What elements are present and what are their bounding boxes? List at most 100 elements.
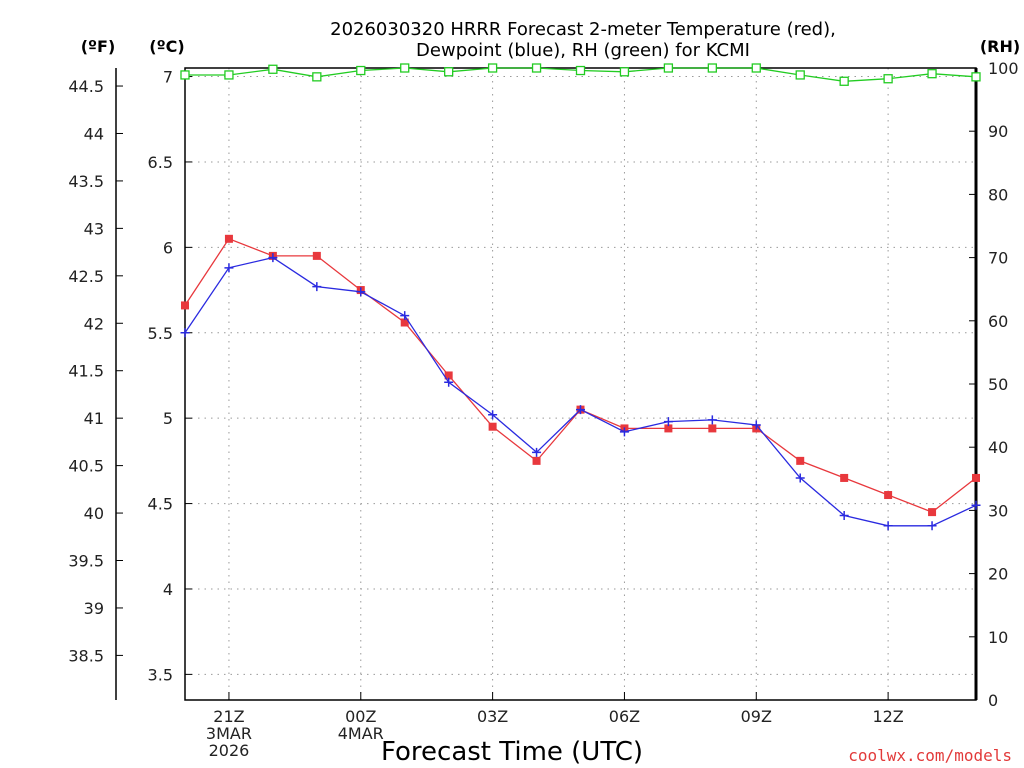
c-tick-label: 3.5 <box>148 665 173 684</box>
temperature-point <box>181 301 189 310</box>
dewpoint-point <box>224 263 234 273</box>
rh-tick-label: 30 <box>988 501 1008 520</box>
temperature-point <box>664 424 673 433</box>
rh-point <box>619 67 630 77</box>
rh-unit-label: (RH) <box>980 37 1020 56</box>
dewpoint-point <box>444 377 454 387</box>
rh-point <box>795 70 805 80</box>
rh-point <box>839 76 849 86</box>
x-tick-label: 06Z <box>609 707 640 726</box>
rh-point <box>444 67 454 77</box>
dewpoint-line <box>184 256 977 527</box>
temperature-point <box>840 473 849 482</box>
rh-tick-label: 20 <box>988 565 1008 584</box>
dewpoint-point <box>488 410 498 420</box>
temperature-series <box>181 234 980 517</box>
dewpoint-point <box>400 311 410 321</box>
dewpoint-point <box>839 511 849 521</box>
dewpoint-point <box>576 405 585 415</box>
f-tick-label: 40 <box>84 504 104 523</box>
f-tick-label: 39 <box>84 599 104 618</box>
plot-frame <box>184 67 977 701</box>
fahrenheit-unit-label: (ºF) <box>81 37 116 56</box>
temperature-point <box>400 318 409 327</box>
x-tick-label: 2026 <box>209 741 250 760</box>
rh-point <box>180 70 190 80</box>
temperature-line <box>184 238 977 513</box>
c-tick-label: 4.5 <box>148 495 173 514</box>
rh-point <box>663 63 674 73</box>
dewpoint-series <box>180 253 981 531</box>
x-tick-label: 3MAR <box>206 724 252 743</box>
dewpoint-point <box>532 447 542 457</box>
celsius-unit-label: (ºC) <box>149 37 184 56</box>
rh-tick-label: 60 <box>988 312 1008 331</box>
temperature-point <box>444 371 453 380</box>
rh-point <box>883 74 893 84</box>
axes <box>115 67 978 701</box>
temperature-point <box>796 456 805 465</box>
temperature-point <box>708 424 717 433</box>
temperature-point <box>972 473 980 482</box>
x-tick-label: 21Z <box>213 707 244 726</box>
dewpoint-point <box>619 427 629 437</box>
dewpoint-point <box>927 521 937 531</box>
x-tick-label: 00Z <box>345 707 376 726</box>
f-tick-label: 42 <box>84 314 104 333</box>
rh-point <box>575 65 586 76</box>
rh-point <box>268 64 278 74</box>
f-tick-label: 40.5 <box>68 457 104 476</box>
dewpoint-point <box>751 420 761 430</box>
credit-label: coolwx.com/models <box>848 746 1012 765</box>
rh-tick-label: 70 <box>988 249 1008 268</box>
dewpoint-point <box>971 500 981 510</box>
temperature-point <box>928 508 937 517</box>
rh-point <box>312 72 322 82</box>
rh-tick-label: 10 <box>988 628 1008 647</box>
dewpoint-point <box>268 253 278 263</box>
rh-point <box>971 72 981 82</box>
dewpoint-point <box>707 415 717 425</box>
c-tick-label: 7 <box>163 68 173 87</box>
f-tick-label: 39.5 <box>68 552 104 571</box>
x-axis-label: Forecast Time (UTC) <box>381 737 643 767</box>
f-tick-label: 44 <box>84 124 104 143</box>
x-tick-label: 03Z <box>477 707 508 726</box>
dewpoint-point <box>356 287 366 297</box>
rh-tick-label: 100 <box>988 59 1019 78</box>
chart-title-line-1: 2026030320 HRRR Forecast 2-meter Tempera… <box>330 19 836 40</box>
rh-point <box>400 63 410 73</box>
temperature-point <box>312 251 321 260</box>
rh-tick-label: 40 <box>988 438 1008 457</box>
c-tick-label: 6 <box>163 238 173 257</box>
chart-title-line-2: Dewpoint (blue), RH (green) for KCMI <box>416 40 750 61</box>
rh-tick-label: 50 <box>988 375 1008 394</box>
f-tick-label: 42.5 <box>68 267 104 286</box>
dewpoint-point <box>883 521 893 531</box>
x-tick-label: 12Z <box>872 707 903 726</box>
c-tick-label: 5 <box>163 409 173 428</box>
dewpoint-point <box>795 473 805 483</box>
rh-tick-label: 90 <box>988 122 1008 141</box>
axis-ticks: 3.544.555.566.5738.53939.54040.54141.542… <box>68 59 1018 760</box>
f-tick-label: 43.5 <box>68 172 104 191</box>
gridlines <box>185 68 976 700</box>
dewpoint-point <box>180 328 190 338</box>
dewpoint-point <box>312 282 322 292</box>
rh-tick-label: 0 <box>988 691 998 710</box>
x-tick-label: 09Z <box>741 707 772 726</box>
temperature-point <box>884 491 893 500</box>
dewpoint-point <box>663 417 673 427</box>
rh-series <box>180 63 981 86</box>
c-tick-label: 5.5 <box>148 324 173 343</box>
x-tick-label: 4MAR <box>338 724 384 743</box>
rh-point <box>487 63 498 73</box>
rh-point <box>707 63 717 73</box>
rh-point <box>751 63 761 73</box>
f-tick-label: 41.5 <box>68 362 104 381</box>
temperature-point <box>532 456 541 465</box>
c-tick-label: 6.5 <box>148 153 173 172</box>
temperature-point <box>488 422 497 431</box>
rh-point <box>356 65 366 76</box>
